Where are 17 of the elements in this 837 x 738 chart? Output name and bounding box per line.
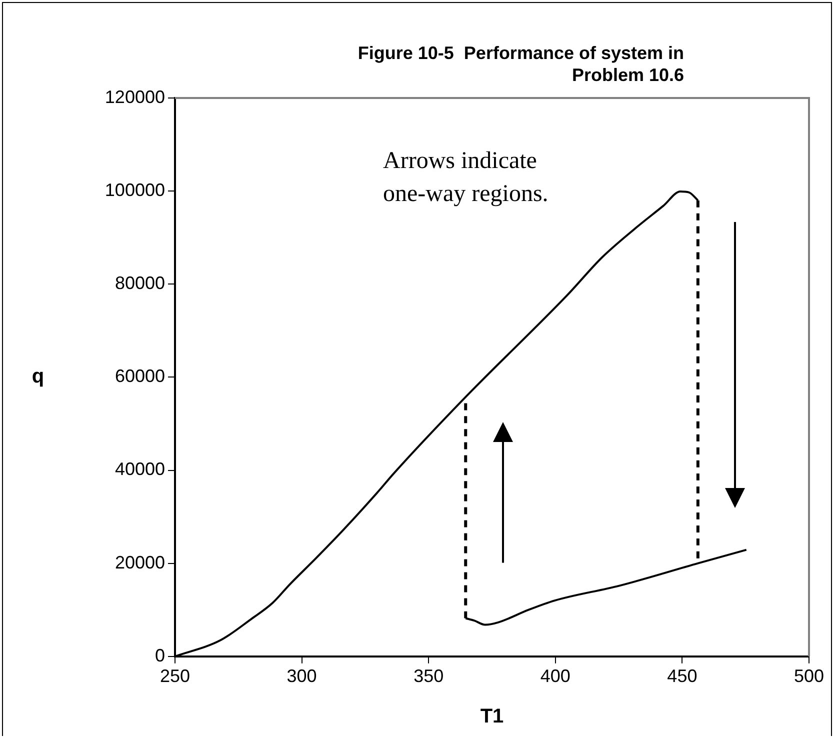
- y-tick-label: 80000: [114, 273, 165, 294]
- x-tick-label: 300: [286, 666, 317, 686]
- x-tick-label: 450: [667, 666, 698, 686]
- chart-title: Figure 10-5 Performance of system in Problem 10.6: [356, 42, 684, 86]
- y-tick-label: 120000: [104, 86, 165, 107]
- y-tick-label: 20000: [114, 552, 165, 572]
- y-tick-label: 40000: [114, 459, 165, 480]
- y-tick-label: 60000: [114, 366, 165, 386]
- y-tick-label: 0: [154, 645, 165, 666]
- y-axis-title: q: [32, 366, 44, 388]
- x-tick-label: 500: [794, 666, 824, 686]
- annotation: Arrows indicate one-way regions.: [383, 148, 548, 207]
- x-axis-title: T1: [480, 706, 504, 728]
- x-tick-label: 400: [540, 666, 570, 686]
- y-tick-label: 100000: [104, 180, 165, 200]
- x-tick-label: 350: [414, 666, 444, 686]
- x-tick-label: 250: [160, 666, 190, 686]
